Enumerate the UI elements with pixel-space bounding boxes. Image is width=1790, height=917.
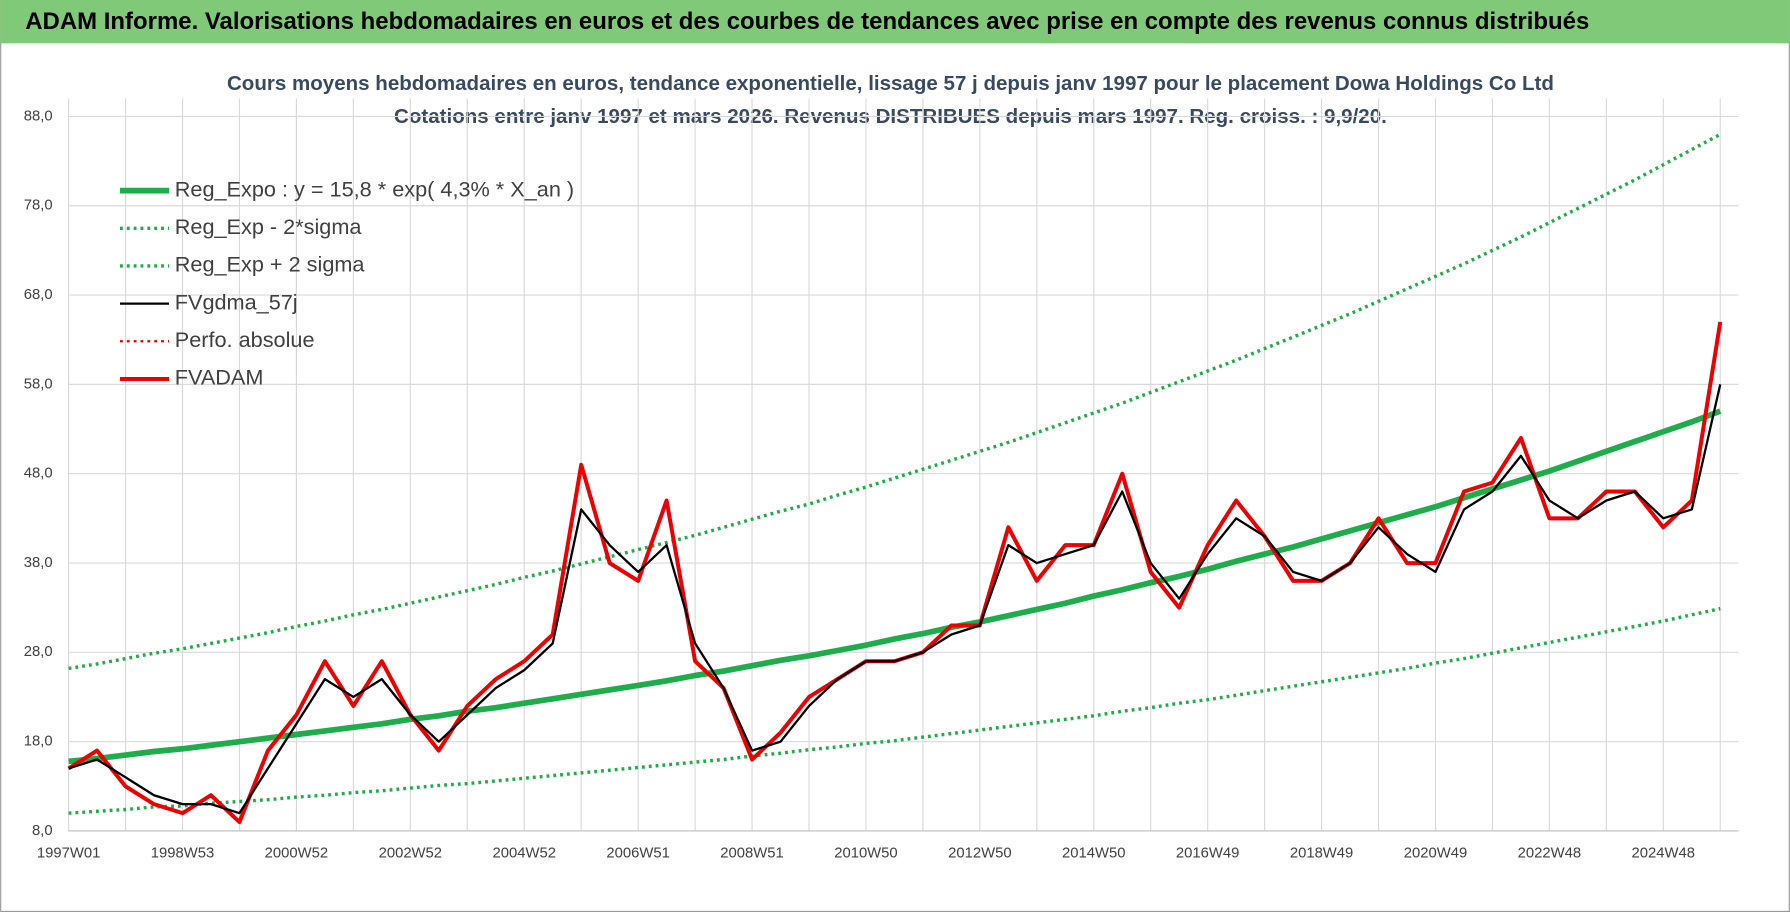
legend-label: Reg_Exp - 2*sigma xyxy=(175,214,363,239)
x-tick-label: 2000W52 xyxy=(265,846,328,862)
chart-title: Cours moyens hebdomadaires en euros, ten… xyxy=(227,72,1554,95)
legend-label: Perfo. absolue xyxy=(175,327,315,352)
legend-label: FVADAM xyxy=(175,365,264,390)
x-tick-label: 2018W49 xyxy=(1290,846,1353,862)
header-bar xyxy=(0,0,1790,44)
x-tick-label: 2008W51 xyxy=(720,846,783,862)
legend: Reg_Expo : y = 15,8 * exp( 4,3% * X_an )… xyxy=(119,176,574,390)
x-tick-label: 2012W50 xyxy=(948,846,1011,862)
x-tick-label: 1998W53 xyxy=(151,846,214,862)
y-tick-label: 28,0 xyxy=(24,644,53,660)
legend-label: Reg_Expo : y = 15,8 * exp( 4,3% * X_an ) xyxy=(175,176,574,201)
x-tick-label: 2010W50 xyxy=(834,846,897,862)
x-tick-label: 2002W52 xyxy=(379,846,442,862)
y-tick-label: 88,0 xyxy=(24,108,53,124)
y-tick-label: 78,0 xyxy=(24,198,53,214)
grid: 8,0 18,0 28,0 38,0 48,0 58,0 68,0 78,0 88,0 1997W… xyxy=(24,98,1739,862)
x-tick-label: 2006W51 xyxy=(606,846,669,862)
y-tick-label: 48,0 xyxy=(24,466,53,482)
y-tick-label: 58,0 xyxy=(24,376,53,392)
y-tick-label: 68,0 xyxy=(24,287,53,303)
header-title: ADAM Informe. Valorisations hebdomadaire… xyxy=(25,8,1589,35)
series-line xyxy=(68,384,1722,815)
x-tick-label: 2024W48 xyxy=(1632,846,1695,862)
plot xyxy=(67,132,1723,825)
x-tick-label: 2004W52 xyxy=(492,846,555,862)
series-line xyxy=(68,606,1721,815)
x-tick-label: 2022W48 xyxy=(1518,846,1581,862)
y-tick-label: 18,0 xyxy=(24,734,53,750)
legend-label: Reg_Exp + 2 sigma xyxy=(175,252,366,277)
x-tick-label: 1997W01 xyxy=(37,846,100,862)
y-tick-label: 8,0 xyxy=(32,823,53,839)
x-tick-label: 2014W50 xyxy=(1062,846,1125,862)
x-tick-label: 2020W49 xyxy=(1404,846,1467,862)
legend-label: FVgdma_57j xyxy=(175,289,298,314)
x-tick-label: 2016W49 xyxy=(1176,846,1239,862)
y-tick-label: 38,0 xyxy=(24,555,53,571)
series-line xyxy=(68,408,1722,765)
